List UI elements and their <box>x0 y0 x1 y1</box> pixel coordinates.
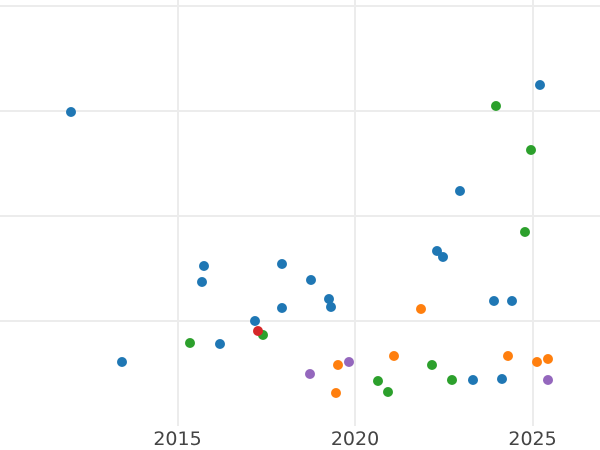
y-gridline <box>0 5 600 8</box>
data-point-blue <box>432 245 443 256</box>
data-point-green <box>446 374 457 385</box>
data-point-blue <box>66 107 76 118</box>
data-point-blue <box>199 261 210 272</box>
x-tick-label: 2015 <box>153 428 202 450</box>
data-point-orange <box>532 356 543 367</box>
data-point-blue <box>506 296 517 307</box>
data-point-blue <box>306 275 316 286</box>
data-point-blue <box>197 277 207 288</box>
x-tick-label: 2020 <box>330 428 380 450</box>
data-point-green <box>383 387 394 398</box>
data-point-green <box>490 100 501 111</box>
data-point-blue <box>467 374 478 385</box>
data-point-blue <box>324 293 335 304</box>
x-gridline <box>354 0 357 426</box>
data-point-green <box>184 338 195 348</box>
data-point-orange <box>330 388 341 399</box>
data-point-green <box>427 360 438 371</box>
x-gridline <box>531 0 534 426</box>
x-gridline <box>176 0 179 426</box>
data-point-red <box>253 326 264 337</box>
data-point-green <box>526 145 537 155</box>
y-gridline <box>0 215 600 218</box>
data-point-blue <box>276 259 287 270</box>
data-point-blue <box>497 373 507 384</box>
data-point-blue <box>455 185 466 196</box>
y-gridline <box>0 110 600 113</box>
data-point-purple <box>304 369 315 380</box>
data-point-green <box>373 375 384 386</box>
data-point-orange <box>416 304 427 315</box>
data-point-orange <box>503 350 514 361</box>
x-tick-label: 2025 <box>508 428 557 450</box>
data-point-green <box>258 329 269 340</box>
data-point-blue <box>438 251 449 262</box>
data-point-blue <box>215 339 226 350</box>
data-point-blue <box>535 79 545 90</box>
data-point-orange <box>332 360 343 371</box>
data-point-blue <box>325 302 336 313</box>
data-point-blue <box>249 315 260 326</box>
y-gridline <box>0 319 600 322</box>
data-point-blue <box>117 356 128 367</box>
data-point-orange <box>389 350 400 361</box>
data-point-purple <box>343 356 354 367</box>
data-point-purple <box>543 374 554 385</box>
data-point-blue <box>489 296 500 307</box>
data-point-green <box>520 226 531 237</box>
data-point-orange <box>543 353 554 364</box>
data-point-blue <box>276 303 287 314</box>
